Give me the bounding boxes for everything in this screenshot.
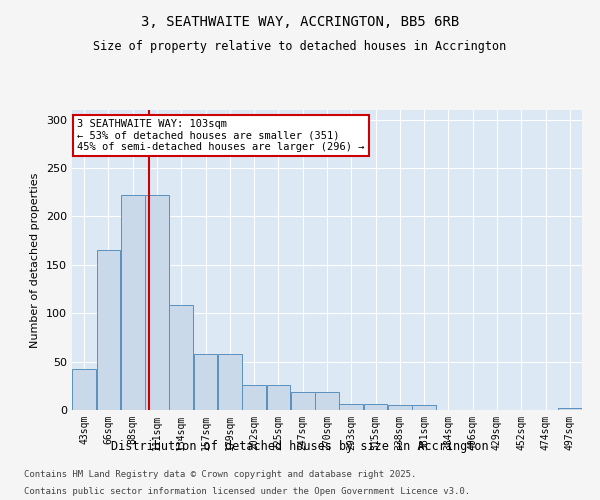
Bar: [121, 195, 145, 410]
Bar: [558, 408, 582, 410]
Bar: [194, 354, 217, 410]
Y-axis label: Number of detached properties: Number of detached properties: [31, 172, 40, 348]
Text: Size of property relative to detached houses in Accrington: Size of property relative to detached ho…: [94, 40, 506, 53]
Bar: [412, 405, 436, 410]
Bar: [145, 195, 169, 410]
Bar: [340, 404, 363, 410]
Text: 3 SEATHWAITE WAY: 103sqm
← 53% of detached houses are smaller (351)
45% of semi-: 3 SEATHWAITE WAY: 103sqm ← 53% of detach…: [77, 119, 365, 152]
Text: 3, SEATHWAITE WAY, ACCRINGTON, BB5 6RB: 3, SEATHWAITE WAY, ACCRINGTON, BB5 6RB: [141, 15, 459, 29]
Bar: [291, 392, 314, 410]
Bar: [315, 392, 339, 410]
Text: Contains public sector information licensed under the Open Government Licence v3: Contains public sector information licen…: [24, 488, 470, 496]
Bar: [388, 405, 412, 410]
Text: Distribution of detached houses by size in Accrington: Distribution of detached houses by size …: [111, 440, 489, 453]
Bar: [97, 250, 121, 410]
Bar: [218, 354, 242, 410]
Text: Contains HM Land Registry data © Crown copyright and database right 2025.: Contains HM Land Registry data © Crown c…: [24, 470, 416, 479]
Bar: [72, 370, 96, 410]
Bar: [169, 306, 193, 410]
Bar: [266, 385, 290, 410]
Bar: [364, 404, 388, 410]
Bar: [242, 385, 266, 410]
